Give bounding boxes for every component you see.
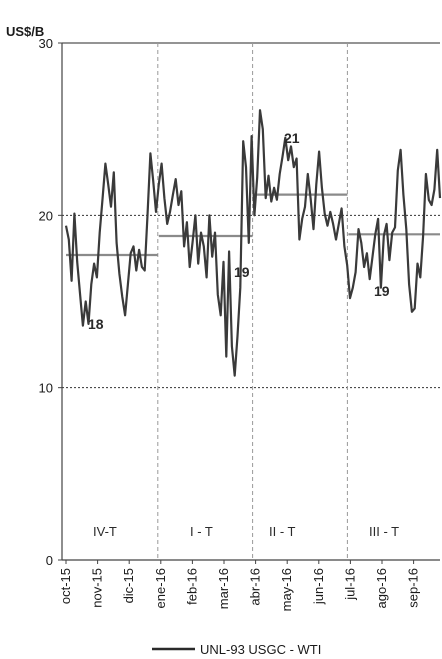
series-line-1 — [64, 109, 442, 377]
quarter-dividers — [157, 43, 348, 560]
y-axis-unit-label: US$/B — [6, 24, 44, 39]
x-tick-label: nov-15 — [90, 568, 105, 608]
period-average-label: 18 — [88, 316, 104, 332]
x-tick-label: may-16 — [279, 568, 294, 611]
period-average-label: 19 — [374, 283, 390, 299]
y-tick-label: 30 — [39, 36, 53, 51]
axes: 0 10 20 30 oct-15 nov-15 dic-15 ene-16 feb-16 mar… — [39, 36, 440, 611]
quarter-label: IV-T — [93, 524, 117, 539]
period-average-label: 19 — [234, 264, 250, 280]
period-average-label: 21 — [284, 130, 300, 146]
x-tick-label: abr-16 — [248, 568, 263, 606]
x-tick-label: jun-16 — [311, 568, 326, 605]
y-tick-label: 20 — [39, 208, 53, 223]
quarter-label: II - T — [269, 524, 296, 539]
x-tick-label: dic-15 — [121, 568, 136, 603]
x-tick-label: mar-16 — [216, 568, 231, 609]
annotations: 18 19 21 19 IV-T I - T II - T III - T — [88, 130, 399, 539]
y-tick-label: 0 — [46, 553, 53, 568]
quarter-label: I - T — [190, 524, 213, 539]
x-tick-label: sep-16 — [406, 568, 421, 608]
x-tick-label: ene-16 — [153, 568, 168, 608]
x-tick-label: feb-16 — [184, 568, 199, 605]
legend-label: UNL-93 USGC - WTI — [200, 642, 321, 657]
x-tick-label: ago-16 — [374, 568, 389, 608]
legend: UNL-93 USGC - WTI — [152, 642, 321, 657]
y-tick-label: 10 — [39, 381, 53, 396]
x-tick-label: oct-15 — [58, 568, 73, 604]
reference-lines — [62, 214, 440, 389]
x-tick-label: jul-16 — [342, 568, 357, 601]
quarter-label: III - T — [369, 524, 399, 539]
period-average-lines — [66, 193, 440, 257]
series-lines — [64, 109, 442, 377]
